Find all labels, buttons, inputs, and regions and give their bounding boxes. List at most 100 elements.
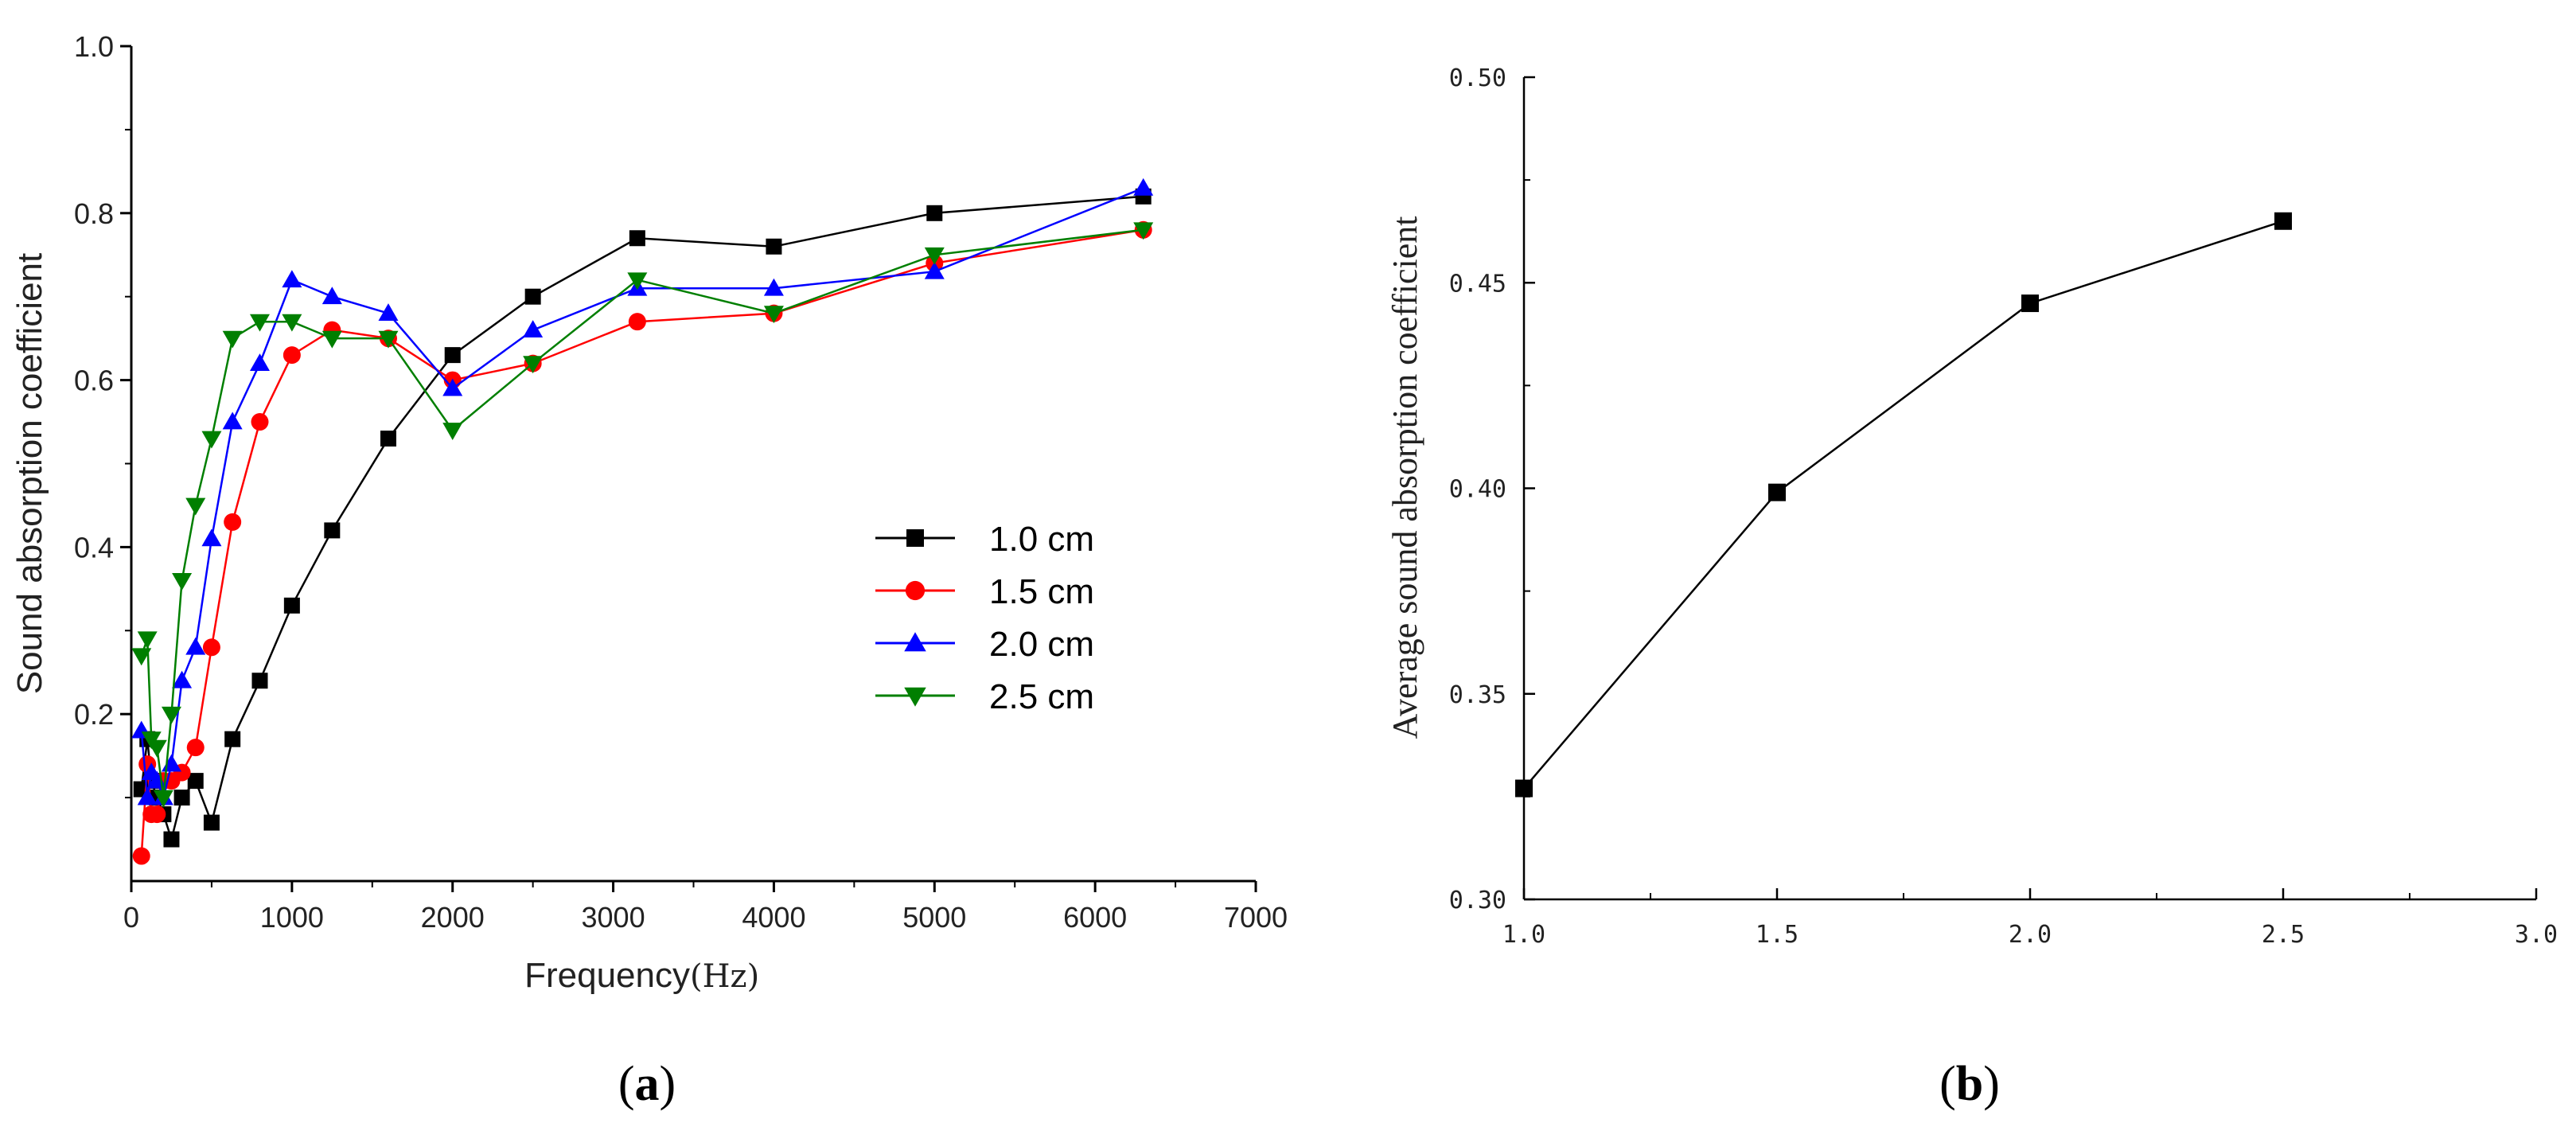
chart-a-data-point — [202, 638, 220, 657]
chart-b-x-tick-label: 2.0 — [2009, 921, 2052, 949]
legend-label: 1.0 cm — [989, 520, 1094, 559]
chart-a-xlabel: Frequency — [524, 956, 690, 995]
chart-a-data-point — [163, 831, 180, 848]
chart-b-x-tick-label: 1.5 — [1756, 921, 1799, 949]
chart-a-x-tick-label: 2000 — [421, 901, 485, 934]
chart-a-data-point — [629, 230, 645, 247]
legend-marker — [904, 687, 926, 707]
chart-b-y-tick-label: 0.40 — [1449, 476, 1506, 504]
chart-b-series-line — [1523, 220, 2284, 790]
chart-b-data-point — [2274, 212, 2292, 230]
chart-b-data-point — [2021, 294, 2039, 313]
chart-a-data-point — [251, 413, 269, 431]
chart-a-data-point — [161, 754, 181, 772]
chart-a-data-point — [322, 287, 342, 305]
chart-a-data-point — [249, 314, 270, 332]
chart-a-data-point — [161, 706, 181, 724]
chart-a-data-point — [1133, 177, 1154, 196]
chart-b-x-tick-label: 1.0 — [1502, 921, 1545, 949]
chart-a-data-point — [282, 314, 302, 332]
legend-label: 2.5 cm — [989, 677, 1094, 716]
chart-a-data-point — [148, 805, 166, 824]
chart-a-series-line — [140, 228, 1144, 798]
chart-a-legend: 1.0 cm 1.5 cm 2.0 cm 2.5 cm — [875, 520, 1094, 716]
chart-a-data-point — [251, 673, 268, 689]
chart-a-data-point — [249, 353, 270, 371]
chart-a-data-point — [523, 356, 544, 374]
chart-a-data-point — [185, 497, 206, 516]
chart-b-data-point — [1515, 779, 1533, 797]
chart-a-data-point — [201, 528, 222, 547]
chart-a-data-point — [131, 648, 152, 666]
chart-a-data-point — [224, 513, 242, 531]
chart-a-data-point — [282, 270, 302, 288]
chart-a-y-tick-label: 0.8 — [74, 197, 114, 230]
panel-label-b: (b) — [1939, 1057, 2000, 1111]
chart-a-data-point — [926, 205, 943, 221]
chart-a-data-point — [186, 739, 205, 757]
chart-b-x-tick-label: 3.0 — [2515, 921, 2558, 949]
chart-a-data-point — [924, 247, 945, 265]
chart-a-data-point — [203, 814, 220, 831]
panel-label-a-text: a — [635, 1057, 660, 1111]
chart-a-data-point — [378, 303, 399, 322]
chart-a-data-point — [324, 522, 341, 539]
chart-a-xlabel-unit: (Hz) — [690, 958, 759, 995]
chart-a-data-point — [378, 330, 399, 349]
chart-a-data-point — [146, 739, 167, 758]
chart-a-data-point — [763, 306, 784, 324]
chart-b-y-tick-label: 0.35 — [1449, 681, 1506, 709]
chart-b-data-point — [1768, 483, 1786, 501]
chart-a-data-point — [628, 313, 646, 331]
chart-a-data-point — [283, 597, 300, 614]
chart-a-data-point — [523, 320, 544, 338]
chart-a-data-point — [173, 790, 190, 806]
legend-marker — [904, 632, 926, 652]
chart-a-data-point — [222, 330, 243, 349]
chart-a-data-point — [322, 330, 342, 349]
panel-label-a: (a) — [618, 1057, 676, 1111]
chart-a-ylabel: Sound absorption coefficient — [10, 253, 49, 694]
chart-a-data-point — [172, 572, 193, 591]
chart-b-series-average — [1515, 212, 2292, 797]
chart-b-y-tick-label: 0.30 — [1449, 887, 1506, 914]
chart-a-x-tick-label: 4000 — [742, 901, 805, 934]
chart-a-x-tick-label: 1000 — [260, 901, 324, 934]
chart-a-data-point — [444, 347, 461, 364]
chart-a-data-point — [222, 411, 243, 430]
chart-a-x-tick-label: 0 — [123, 901, 139, 934]
chart-a-data-point — [137, 787, 158, 805]
chart-b: 1.0 1.5 2.0 2.5 3.0 0.30 0.35 0.40 0.45 0.50 — [1449, 64, 2558, 949]
chart-a-data-point — [442, 378, 463, 396]
chart-a-y-tick-label: 0.4 — [74, 531, 114, 564]
chart-a-x-tick-label: 5000 — [902, 901, 966, 934]
chart-b-x-tick-label: 2.5 — [2262, 921, 2305, 949]
chart-a-data-point — [201, 431, 222, 449]
chart-a: 0 1000 2000 3000 4000 5000 6000 7000 0.2 0.4 0.6 0.… — [74, 30, 1288, 934]
chart-a-data-point — [172, 670, 193, 688]
chart-a-x-tick-label: 3000 — [582, 901, 645, 934]
chart-a-data-point — [766, 238, 782, 255]
chart-a-y-tick-label: 0.2 — [74, 698, 114, 731]
chart-a-data-point — [224, 731, 241, 747]
chart-a-data-point — [185, 637, 206, 655]
chart-a-series-2-5-cm — [131, 222, 1154, 808]
legend-label: 1.5 cm — [989, 572, 1094, 611]
chart-a-data-point — [380, 431, 396, 447]
legend-label: 2.0 cm — [989, 625, 1094, 664]
chart-b-ylabel: Average sound absorption coefficient — [1385, 216, 1424, 739]
chart-a-data-point — [524, 288, 541, 305]
chart-a-data-point — [442, 423, 463, 441]
chart-a-data-point — [1133, 222, 1154, 240]
legend-marker — [905, 580, 926, 601]
chart-a-y-tick-label: 1.0 — [74, 30, 114, 63]
chart-a-data-point — [763, 278, 784, 296]
chart-b-y-tick-label: 0.50 — [1449, 64, 1506, 92]
chart-a-data-point — [924, 261, 945, 279]
chart-a-y-tick-label: 0.6 — [74, 365, 114, 397]
chart-a-data-point — [627, 272, 648, 291]
chart-a-data-point — [137, 631, 158, 649]
chart-a-x-tick-label: 6000 — [1063, 901, 1127, 934]
chart-b-y-tick-label: 0.45 — [1449, 270, 1506, 298]
